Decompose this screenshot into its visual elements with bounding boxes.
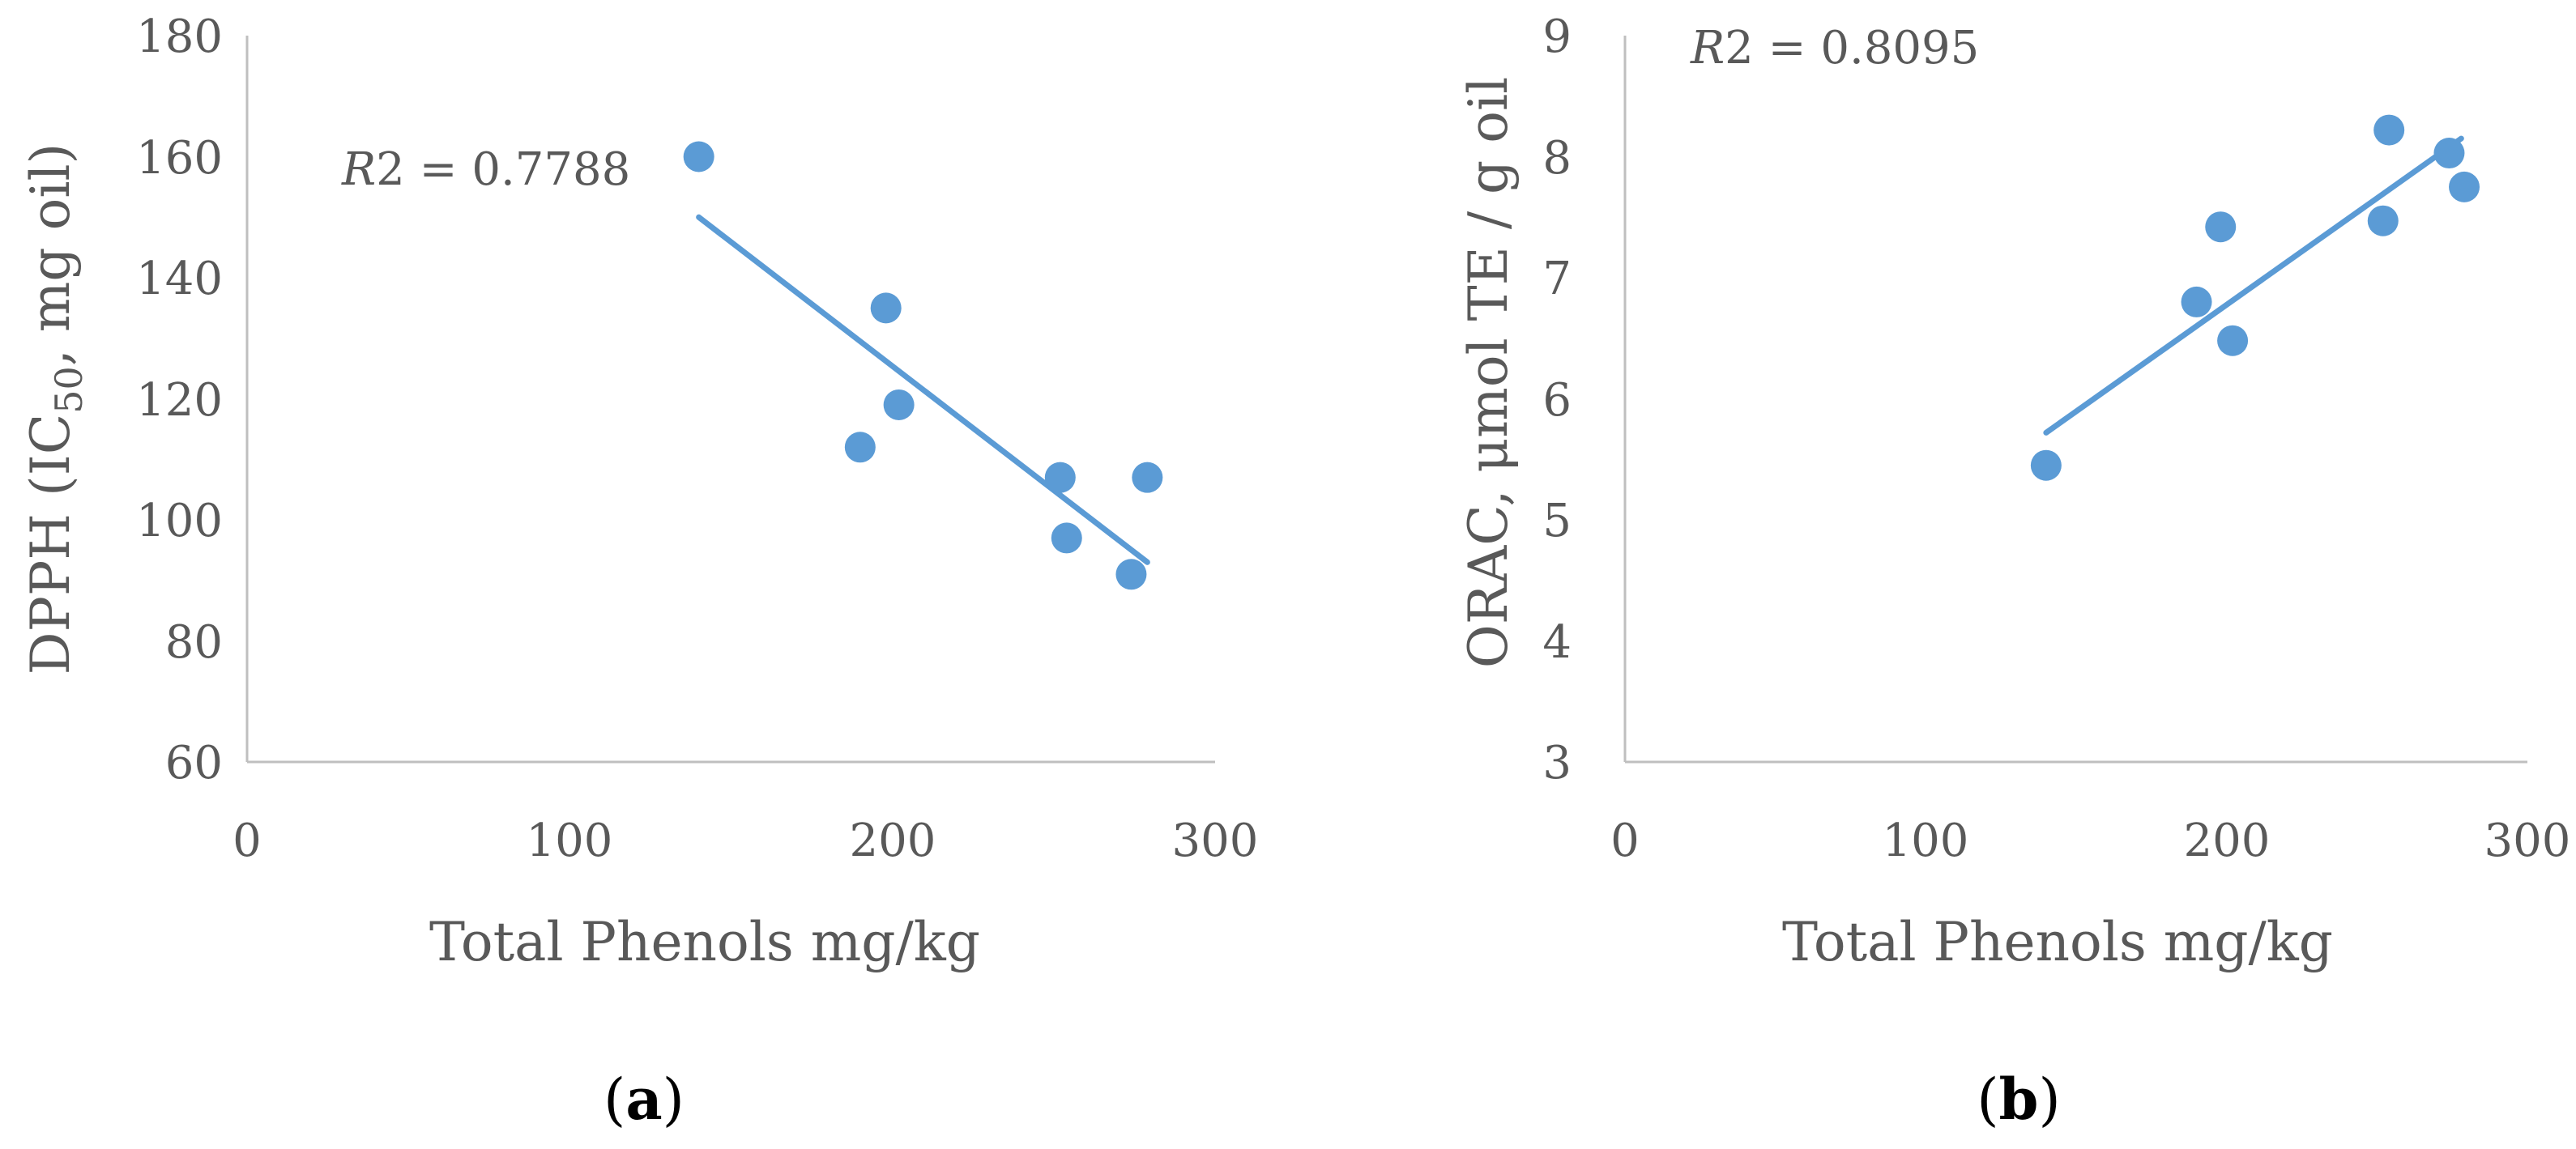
panel-b-data-point-6 xyxy=(2373,114,2405,146)
chart-panel-a: 60 80 100 120 140 160 180 0 100 200 300 … xyxy=(19,11,1258,1133)
panel-b-y-tick: 8 xyxy=(1542,132,1572,185)
panel-a-data-point-7 xyxy=(1115,559,1147,590)
panel-a-y-axis-title: DPPH (IC50, mg oil) xyxy=(19,143,91,675)
panel-b-y-axis-title: ORAC, μmol TE / g oil xyxy=(1457,77,1520,668)
panel-a-data-point-1 xyxy=(683,141,714,172)
panel-b-data-point-7 xyxy=(2433,138,2465,169)
panel-a-x-tick: 200 xyxy=(850,815,936,867)
panel-b-r-squared: R2 = 0.8095 xyxy=(1690,22,1979,74)
panel-b-y-ticks: 3 4 5 6 7 8 9 xyxy=(1542,11,1572,789)
panel-b-data-point-2 xyxy=(2181,286,2212,317)
panel-a-trendline xyxy=(696,214,1150,565)
panel-a-x-tick: 0 xyxy=(232,815,262,867)
panel-b-data-point-1 xyxy=(2030,449,2062,481)
panel-b-label: (b) xyxy=(1977,1066,2061,1133)
panel-b-x-tick: 100 xyxy=(1883,815,1969,867)
panel-b-data-points xyxy=(2030,114,2480,481)
panel-a-x-tick: 100 xyxy=(527,815,613,867)
panel-a-y-tick: 100 xyxy=(136,495,223,547)
panel-a-label: (a) xyxy=(603,1066,685,1133)
panel-a-y-ticks: 60 80 100 120 140 160 180 xyxy=(136,11,223,789)
panel-a-data-point-3 xyxy=(870,292,902,324)
panel-a-data-point-8 xyxy=(1132,462,1163,493)
panel-b-trendline xyxy=(2043,135,2464,436)
panel-a-data-points xyxy=(683,141,1163,590)
panel-a-data-point-4 xyxy=(883,389,915,420)
panel-b-data-point-3 xyxy=(2205,211,2237,243)
panel-b-x-axis-title: Total Phenols mg/kg xyxy=(1782,911,2333,973)
panel-a-data-point-5 xyxy=(1044,462,1076,493)
panel-a-y-tick: 60 xyxy=(165,737,223,789)
panel-b-y-tick: 7 xyxy=(1542,253,1572,305)
panel-a-x-ticks: 0 100 200 300 xyxy=(232,815,1258,867)
panel-a-y-tick: 80 xyxy=(165,616,223,669)
panel-a-x-tick: 300 xyxy=(1172,815,1259,867)
panel-b-y-tick: 6 xyxy=(1542,374,1572,427)
panel-b-data-point-5 xyxy=(2367,205,2399,236)
panel-a-r-squared: R2 = 0.7788 xyxy=(341,143,630,196)
panel-a-x-axis-title: Total Phenols mg/kg xyxy=(429,911,980,973)
panel-b-y-tick: 9 xyxy=(1542,11,1572,63)
panel-b-data-point-8 xyxy=(2449,171,2480,202)
chart-panel-b: 3 4 5 6 7 8 9 0 100 200 300 Total Phenol… xyxy=(1457,11,2570,1133)
panel-b-x-ticks: 0 100 200 300 xyxy=(1610,815,2570,867)
panel-a-data-point-6 xyxy=(1051,522,1082,554)
panel-a-y-tick: 140 xyxy=(136,253,223,305)
panel-a-y-tick: 160 xyxy=(136,132,223,185)
panel-a-data-point-2 xyxy=(844,432,876,463)
panel-b-y-tick: 3 xyxy=(1542,737,1572,789)
panel-b-x-tick: 0 xyxy=(1610,815,1640,867)
panel-b-x-tick: 300 xyxy=(2484,815,2571,867)
panel-b-data-point-4 xyxy=(2217,325,2249,356)
panel-b-y-tick: 5 xyxy=(1542,495,1572,547)
panel-a-y-tick: 120 xyxy=(136,374,223,427)
panel-b-y-tick: 4 xyxy=(1542,616,1572,669)
panel-b-x-tick: 200 xyxy=(2184,815,2271,867)
panel-a-y-tick: 180 xyxy=(136,11,223,63)
